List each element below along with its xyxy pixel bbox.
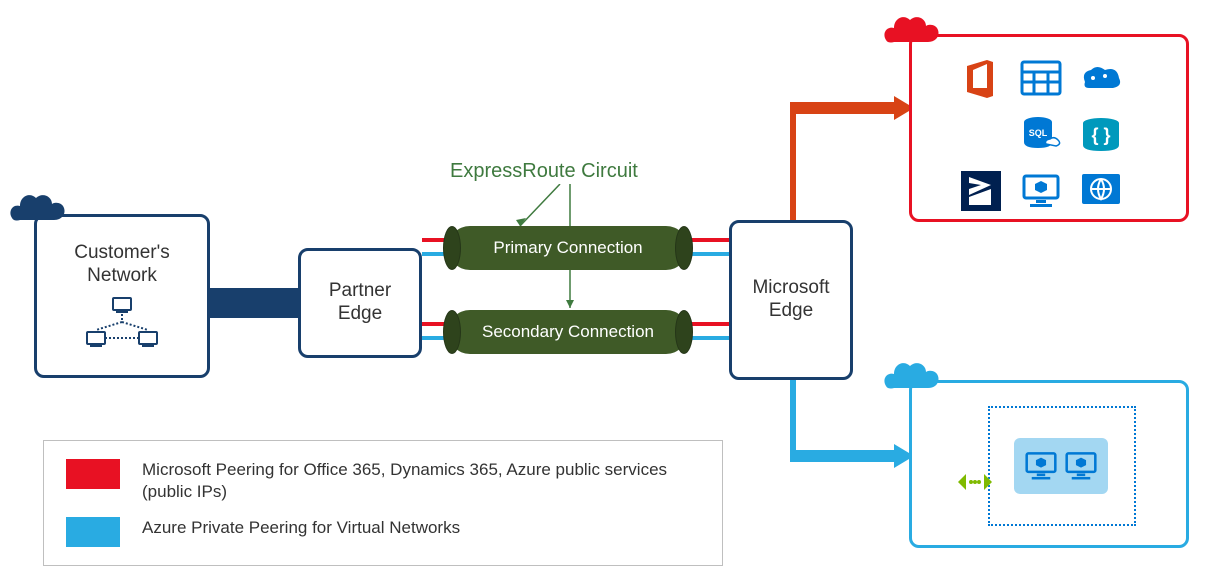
- ms-label2: Edge: [769, 300, 813, 323]
- vnet-vm-group: [1014, 438, 1108, 494]
- svg-text:{ }: { }: [1091, 125, 1110, 145]
- customer-cloud-icon: [6, 190, 68, 230]
- secondary-label: Secondary Connection: [482, 322, 654, 342]
- secondary-connection-pipe: Secondary Connection: [448, 310, 688, 354]
- customer-network-box: Customer's Network: [34, 214, 210, 378]
- customer-label1: Customer's: [74, 242, 169, 265]
- ms-label1: Microsoft: [752, 277, 829, 300]
- partner-label1: Partner: [329, 280, 391, 303]
- service-icons: SQL { }: [958, 56, 1124, 214]
- ms-peering-arrow: [790, 96, 920, 236]
- svg-text:SQL: SQL: [1029, 128, 1048, 138]
- public-cloud-icon: [880, 12, 942, 52]
- blank-cell: [958, 112, 1004, 158]
- hdinsight-icon: [1078, 56, 1124, 102]
- legend-swatch-red: [66, 459, 120, 489]
- legend-text-private: Azure Private Peering for Virtual Networ…: [142, 517, 460, 539]
- storage-table-icon: [1018, 56, 1064, 102]
- microsoft-edge-box: Microsoft Edge: [729, 220, 853, 380]
- legend-text-ms: Microsoft Peering for Office 365, Dynami…: [142, 459, 700, 503]
- primary-label: Primary Connection: [493, 238, 642, 258]
- vnet-cloud-icon: [880, 358, 942, 398]
- office-icon: [958, 56, 1004, 102]
- customer-partner-link: [210, 288, 298, 318]
- legend-row-ms-peering: Microsoft Peering for Office 365, Dynami…: [66, 459, 700, 503]
- vnet-peer-icon: [956, 470, 994, 494]
- legend-row-private-peering: Azure Private Peering for Virtual Networ…: [66, 517, 700, 547]
- code-icon: { }: [1078, 112, 1124, 158]
- legend-swatch-blue: [66, 517, 120, 547]
- primary-connection-pipe: Primary Connection: [448, 226, 688, 270]
- lan-icon: [83, 296, 161, 350]
- dynamics-icon: [958, 168, 1004, 214]
- partner-label2: Edge: [338, 303, 382, 326]
- legend-box: Microsoft Peering for Office 365, Dynami…: [43, 440, 723, 566]
- web-globe-icon: [1078, 168, 1124, 214]
- partner-edge-box: Partner Edge: [298, 248, 422, 358]
- expressroute-title: ExpressRoute Circuit: [450, 160, 638, 183]
- vm-icon: [1018, 168, 1064, 214]
- sql-database-icon: SQL: [1018, 112, 1064, 158]
- customer-label2: Network: [87, 265, 157, 288]
